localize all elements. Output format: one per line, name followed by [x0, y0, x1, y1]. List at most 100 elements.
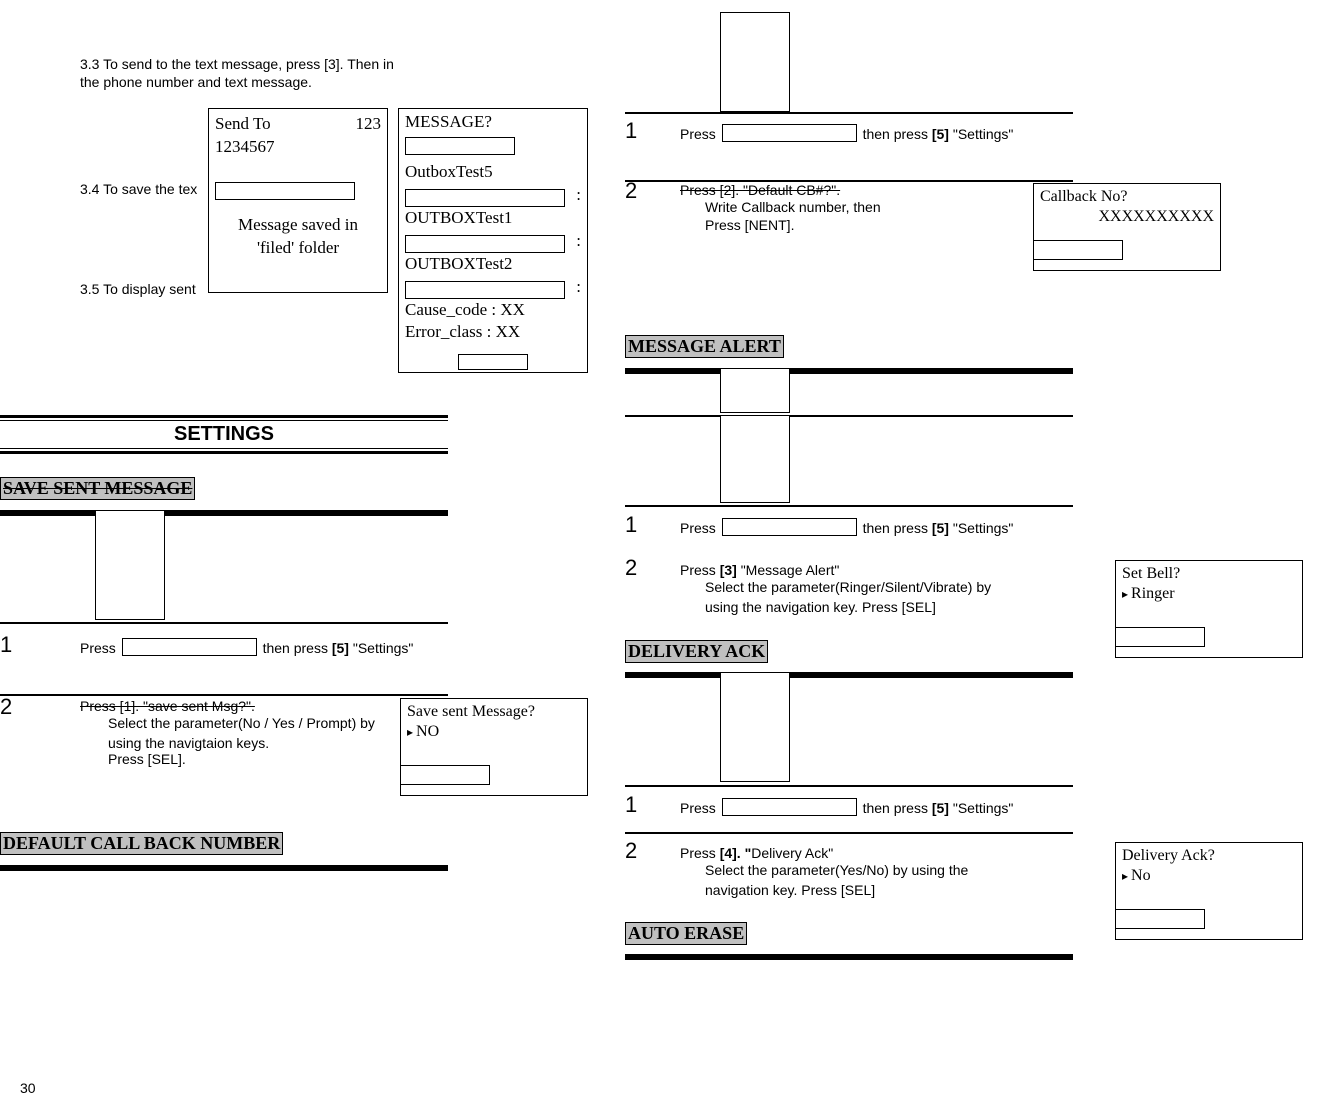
r-step1m-a: Press — [680, 520, 716, 536]
r-step1d-a: Press — [680, 800, 716, 816]
bar-thin-r4 — [625, 505, 1073, 507]
msg-outbox5: OutboxTest5 — [405, 161, 581, 184]
left-column: 3.3 To send to the text message, press [… — [0, 0, 625, 1060]
del-val: No — [1122, 867, 1296, 885]
r-step1m-text: Press then press [5] "Settings" — [680, 518, 1013, 539]
r-step1-text: Press then press [5] "Settings" — [680, 124, 1013, 145]
msg-outboxtest1: OUTBOXTest1 — [405, 207, 581, 230]
sendto-label: Send To — [215, 113, 271, 136]
r-step2m-b: [3] — [720, 562, 737, 578]
bar-thin-r5 — [625, 785, 1073, 787]
r-step2m-c: "Message Alert" — [737, 562, 840, 578]
r-step1d-text: Press then press [5] "Settings" — [680, 798, 1013, 819]
save-prompt-title: Save sent Message? — [407, 703, 581, 721]
msg-saved-line1: Message saved in — [215, 214, 381, 237]
r-step1-c: [5] — [932, 126, 949, 142]
step1-c: [5] — [332, 640, 349, 656]
r-step1d-num: 1 — [625, 792, 637, 818]
right-column: 1 Press then press [5] "Settings" 2 Pres… — [625, 0, 1325, 1060]
r-step1m-box — [722, 518, 857, 536]
msg-saved-line2: 'filed' folder — [215, 237, 381, 260]
step1-a: Press — [80, 640, 116, 656]
placeholder-r1 — [720, 368, 790, 413]
msg-outboxtest2: OUTBOXTest2 — [405, 253, 581, 276]
r-step1d-b: then press — [863, 800, 928, 816]
settings-heading-block: SETTINGS — [0, 415, 448, 454]
msg-bar-4 — [405, 281, 565, 299]
settings-title: SETTINGS — [0, 421, 448, 448]
message-screen: MESSAGE? OutboxTest5 : OUTBOXTest1 : OUT… — [398, 108, 588, 373]
r-step1-num: 1 — [625, 118, 637, 144]
cb-prompt-footer — [1033, 240, 1123, 260]
save-sent-prompt: Save sent Message? NO — [400, 698, 588, 796]
save-prompt-val: NO — [407, 723, 581, 741]
sendto-right: 123 — [356, 113, 382, 136]
r-step2-num: 2 — [625, 178, 637, 204]
set-bell-prompt: Set Bell? Ringer — [1115, 560, 1303, 658]
step1-d: "Settings" — [353, 640, 414, 656]
bar-thick-2 — [0, 865, 448, 871]
r-step1-b: then press — [863, 126, 928, 142]
r-step1d-box — [722, 798, 857, 816]
sendto-bar — [215, 182, 355, 200]
bar-thin-r6 — [625, 832, 1073, 834]
page: 3.3 To send to the text message, press [… — [0, 0, 1327, 1107]
callback-prompt: Callback No? XXXXXXXXXX — [1033, 183, 1221, 271]
r-step1-box — [722, 124, 857, 142]
message-alert-hdr: MESSAGE ALERT — [625, 335, 784, 358]
step2-line2: Select the parameter(No / Yes / Prompt) … — [108, 714, 398, 753]
r-step2m-line2: Select the parameter(Ringer/Silent/Vibra… — [705, 578, 1025, 617]
sendto-number: 1234567 — [215, 136, 381, 159]
bar-thick-r1 — [625, 368, 1073, 374]
r-step2-line2: Write Callback number, then — [705, 198, 1025, 218]
r-step1-a: Press — [680, 126, 716, 142]
r-step1m-d: "Settings" — [953, 520, 1014, 536]
bar-thick-1 — [0, 510, 448, 516]
r-step1d-c: [5] — [932, 800, 949, 816]
placeholder-r3 — [720, 672, 790, 782]
r-step1m-b: then press — [863, 520, 928, 536]
msg-bar-3 — [405, 235, 565, 253]
send-to-screen: Send To 123 1234567 Message saved in 'fi… — [208, 108, 388, 293]
auto-erase-hdr: AUTO ERASE — [625, 922, 747, 945]
para-35: 3.5 To display sent — [80, 280, 196, 298]
step1-num: 1 — [0, 632, 12, 658]
msg-bar-2 — [405, 189, 565, 207]
r-step2d-line2: Select the parameter(Yes/No) by using th… — [705, 861, 1025, 900]
delivery-ack-hdr: DELIVERY ACK — [625, 640, 768, 663]
cb-prompt-title: Callback No? — [1040, 188, 1214, 206]
bar-thin-1 — [0, 622, 448, 624]
r-step1m-c: [5] — [932, 520, 949, 536]
r-step2m-num: 2 — [625, 555, 637, 581]
step1-text: Press then press [5] "Settings" — [80, 638, 413, 659]
r-step1d-d: "Settings" — [953, 800, 1014, 816]
default-cb-hdr: DEFAULT CALL BACK NUMBER — [0, 832, 283, 855]
msg-title: MESSAGE? — [405, 111, 581, 134]
bar-thin-r3 — [625, 415, 1073, 417]
bell-title: Set Bell? — [1122, 565, 1296, 583]
placeholder-1 — [95, 510, 165, 620]
step1-inline-box — [122, 638, 257, 656]
delivery-prompt: Delivery Ack? No — [1115, 842, 1303, 940]
msg-error: Error_class : XX — [405, 321, 581, 344]
step1-b: then press — [263, 640, 328, 656]
step2-num: 2 — [0, 694, 12, 720]
save-prompt-footer — [400, 765, 490, 785]
bar-thin-2 — [0, 694, 448, 696]
msg-footer-box — [458, 354, 528, 370]
msg-bar-1 — [405, 137, 515, 155]
bar-thick-r3 — [625, 954, 1073, 960]
page-number: 30 — [20, 1080, 36, 1096]
bell-footer — [1115, 627, 1205, 647]
para-34: 3.4 To save the tex — [80, 180, 197, 198]
del-title: Delivery Ack? — [1122, 847, 1296, 865]
bar-thin-r1 — [625, 112, 1073, 114]
r-step2d-a: Press — [680, 845, 720, 861]
r-step2d-c: Delivery Ack" — [751, 845, 833, 861]
r-step2m-a: Press — [680, 562, 720, 578]
del-footer — [1115, 909, 1205, 929]
intro-text: 3.3 To send to the text message, press [… — [80, 55, 400, 91]
cb-prompt-val: XXXXXXXXXX — [1040, 208, 1214, 226]
msg-cause: Cause_code : XX — [405, 299, 581, 322]
r-step2d-num: 2 — [625, 838, 637, 864]
